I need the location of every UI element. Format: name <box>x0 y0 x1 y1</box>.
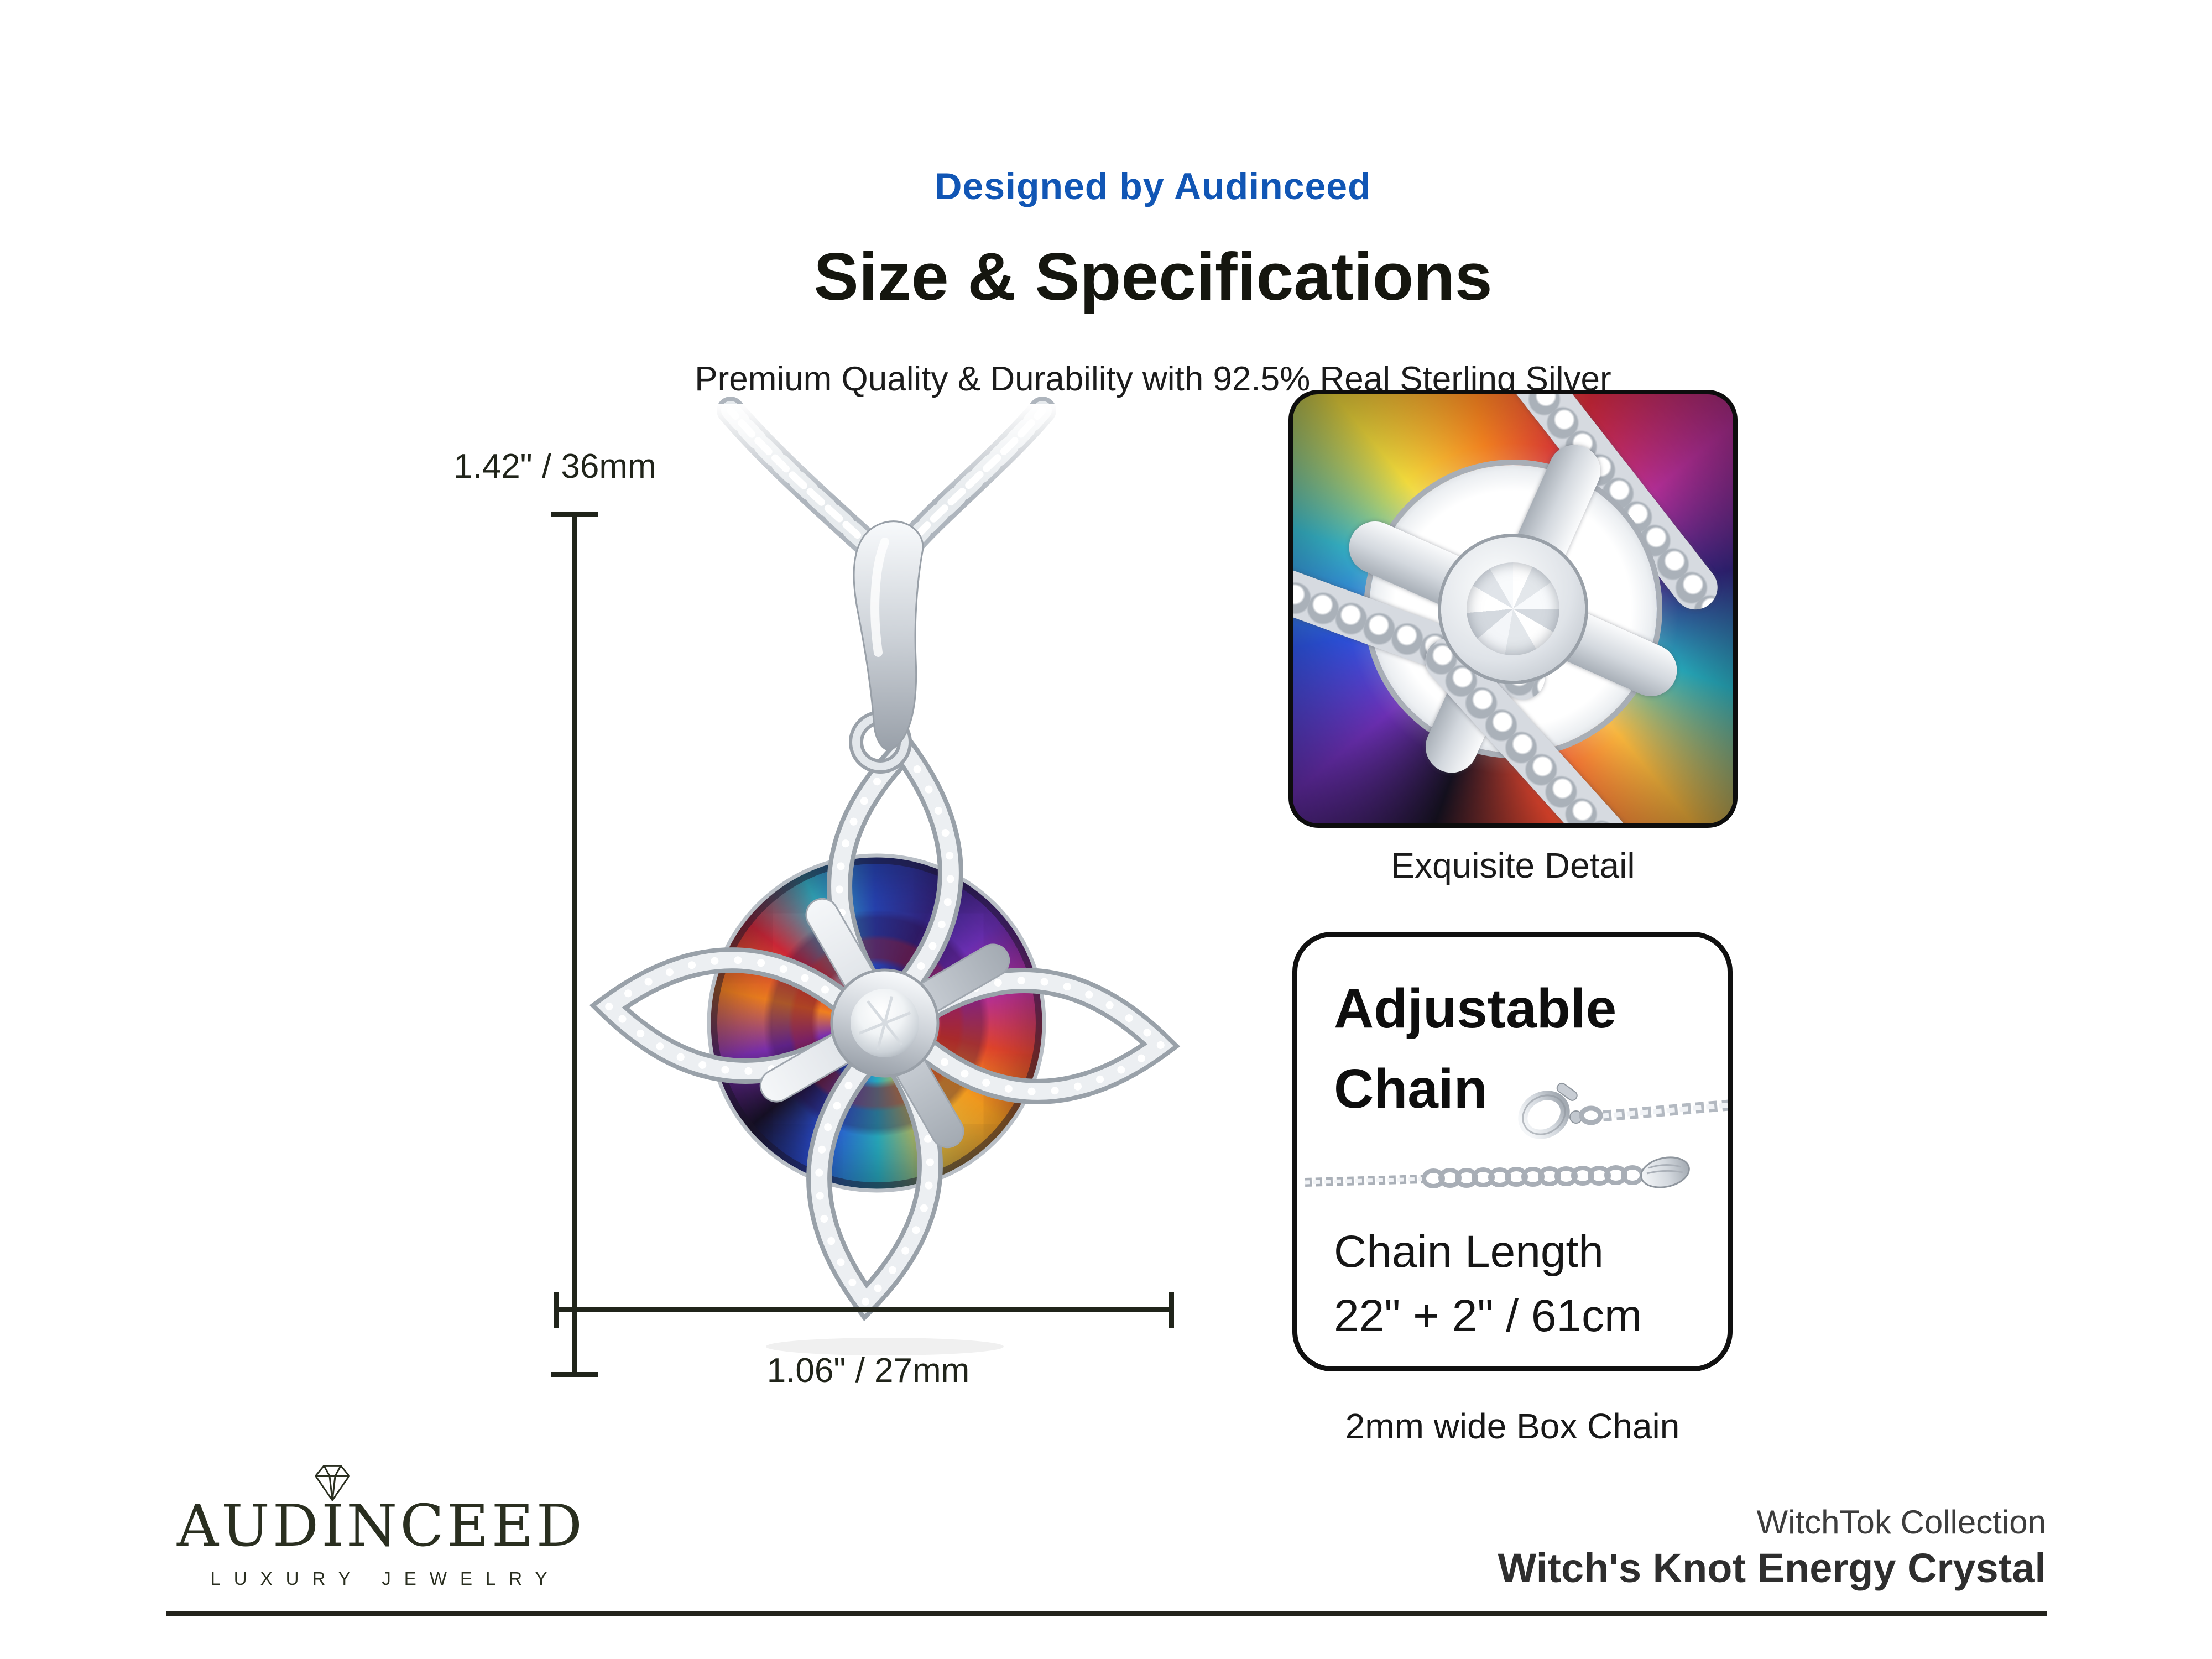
width-dimension-line <box>556 1307 1174 1312</box>
detail-caption: Exquisite Detail <box>1391 846 1635 885</box>
chain-note: 2mm wide Box Chain <box>1345 1406 1680 1446</box>
diamond-icon <box>315 1464 350 1501</box>
chain-length-block: Chain Length 22" + 2" / 61cm <box>1334 1220 1642 1349</box>
height-dimension-label: 1.42" / 36mm <box>453 447 656 486</box>
chain-length-label: Chain Length <box>1334 1227 1604 1277</box>
product-name: Witch's Knot Energy Crystal <box>1498 1545 2046 1591</box>
width-dimension-cap-left <box>554 1292 559 1328</box>
pendant-image <box>553 397 1194 1377</box>
extender-tag <box>1640 1156 1690 1188</box>
chain-box-title-line2: Chain <box>1334 1058 1488 1120</box>
crystal-bezel-ring <box>707 853 1046 1193</box>
height-dimension-line <box>572 514 577 1377</box>
chain-box-title: Adjustable Chain <box>1334 969 1616 1129</box>
extender-chain-image <box>1305 1156 1690 1188</box>
collection-label: WitchTok Collection <box>1756 1504 2046 1541</box>
chain-box-title-line1: Adjustable <box>1334 978 1617 1040</box>
footer-rule <box>166 1611 2047 1616</box>
height-dimension-cap-bottom <box>551 1372 598 1377</box>
detail-photo <box>1288 390 1738 828</box>
brand-line: Designed by Audinceed <box>935 165 1371 207</box>
adjustable-chain-box: Adjustable Chain Chain Length 22" + 2" /… <box>1292 932 1733 1371</box>
width-dimension-label: 1.06" / 27mm <box>766 1352 970 1390</box>
lobster-clasp-chain-image <box>1518 1082 1728 1139</box>
necklace-chain <box>553 397 1194 556</box>
width-dimension-cap-right <box>1169 1292 1174 1328</box>
page-subtitle: Premium Quality & Durability with 92.5% … <box>695 360 1611 398</box>
chain-length-value: 22" + 2" / 61cm <box>1334 1291 1642 1342</box>
pendant-bail <box>849 520 924 774</box>
pendant-silverwork <box>553 397 1194 1355</box>
center-cross <box>759 898 1010 1149</box>
page-title: Size & Specifications <box>813 239 1493 314</box>
logo-wordmark: AUDINCEED <box>177 1492 586 1559</box>
logo-tagline: LUXURY JEWELRY <box>210 1568 561 1589</box>
footer-product-block: WitchTok Collection Witch's Knot Energy … <box>1272 1503 2046 1592</box>
detail-center-stone <box>1467 562 1559 655</box>
height-dimension-cap-top <box>551 512 598 517</box>
